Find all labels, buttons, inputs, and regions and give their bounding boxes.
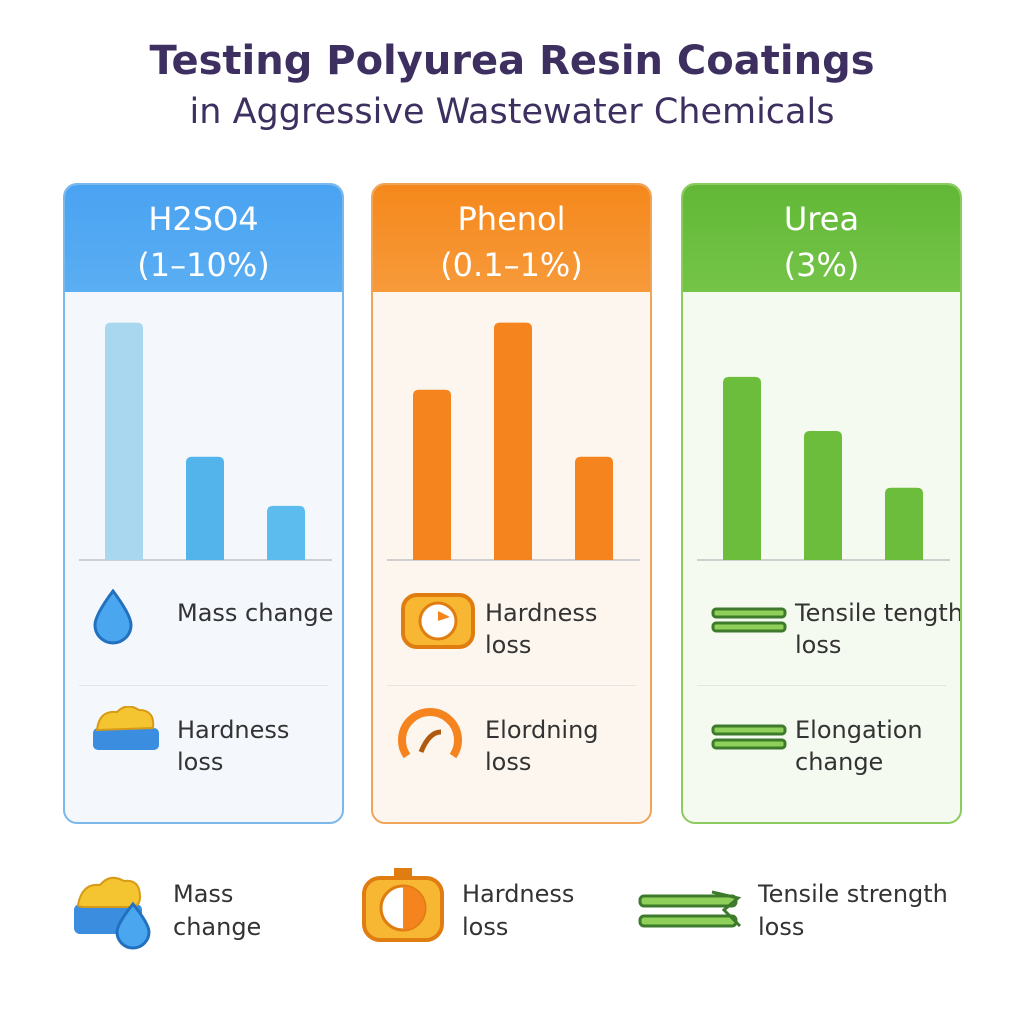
rods-icon [638,890,742,928]
item-icon [398,708,462,759]
bar-chart [79,322,332,561]
bar [575,456,613,560]
bar [413,389,451,560]
item-icon [711,724,787,750]
bar [804,431,842,560]
bar-chart [697,376,950,561]
item-label: Mass change [177,599,334,627]
panel-header: Phenol (0.1–1%) [373,185,650,292]
item-label: Elongation change [795,716,923,776]
item-icon [93,706,159,750]
bar-chart [387,322,640,561]
panel-title: H2SO4 [148,200,259,238]
panel-subtitle: (3%) [783,246,860,284]
item-icon [401,593,475,649]
item-label: Hardness loss [485,599,598,659]
panel-subtitle: (0.1–1%) [440,246,583,284]
separator [387,685,636,686]
item-label: Tensile tength loss [795,599,962,659]
legend-label: Tensile strength loss [758,880,948,941]
bar [723,376,761,560]
separator [79,685,328,686]
page-title: Testing Polyurea Resin Coatings [149,38,875,84]
panel-header: H2SO4 (1–10%) [65,185,342,292]
sponge-drop-icon [74,876,151,950]
stopwatch-icon [362,868,444,942]
panel: Phenol (0.1–1%) Hardness loss Elordning los… [371,183,652,824]
panel: H2SO4 (1–10%) Mass change Hardness loss [63,183,344,824]
panel-header: Urea (3%) [683,185,960,292]
page-subtitle: in Aggressive Wastewater Chemicals [189,92,835,132]
item-icon [711,607,787,633]
bar [186,456,224,560]
bar [267,505,305,560]
separator [697,685,946,686]
bar [885,487,923,560]
panel: Urea (3%) Tensile tength loss Elongation ch… [681,183,962,824]
item-icon [93,589,133,645]
panel-title: Urea [783,200,860,238]
legend-label: Hardness loss [462,880,575,941]
legend-label: Mass change [173,880,262,941]
panel-title: Phenol [457,200,566,238]
panel-subtitle: (1–10%) [137,246,270,284]
item-label: Hardness loss [177,716,290,776]
bar [494,322,532,560]
item-label: Elordning loss [485,716,599,776]
bar [105,322,143,560]
